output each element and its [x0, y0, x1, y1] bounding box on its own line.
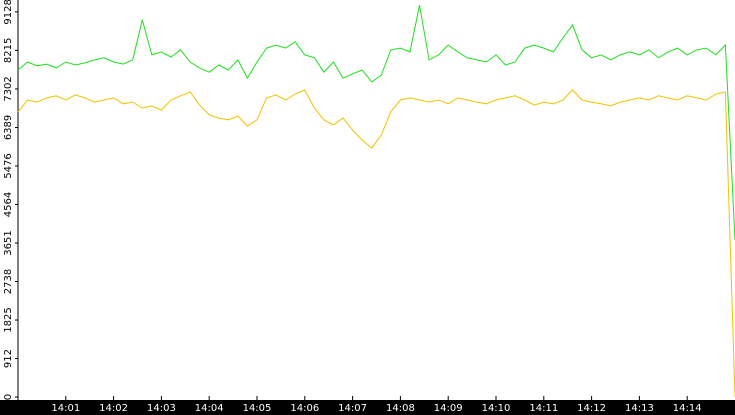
y-tick-label: 9128 — [3, 0, 14, 25]
y-tick-label: 912 — [3, 349, 14, 368]
series-line — [17, 89, 735, 398]
y-tick-label: 4564 — [3, 192, 14, 217]
series-line — [17, 5, 735, 241]
x-tick-label: 14:07 — [338, 403, 367, 414]
x-tick-label: 14:06 — [290, 403, 319, 414]
y-tick-label: 1825 — [3, 307, 14, 332]
y-tick-label: 6389 — [3, 115, 14, 140]
x-tick-label: 14:03 — [147, 403, 176, 414]
y-tick-label: 5476 — [3, 153, 14, 178]
x-tick-label: 14:13 — [625, 403, 654, 414]
x-tick-label: 14:11 — [529, 403, 558, 414]
y-tick-label: 8215 — [3, 38, 14, 63]
x-tick-label: 14:14 — [673, 403, 702, 414]
x-tick-label: 14:05 — [243, 403, 272, 414]
x-tick-label: 14:01 — [51, 403, 80, 414]
x-tick-label: 14:12 — [577, 403, 606, 414]
y-tick-label: 0 — [3, 394, 14, 400]
y-tick-label: 2738 — [3, 269, 14, 294]
y-tick-label: 3651 — [3, 230, 14, 255]
x-axis-band — [0, 400, 735, 415]
x-tick-label: 14:10 — [482, 403, 511, 414]
x-tick-label: 14:09 — [434, 403, 463, 414]
x-tick-label: 14:02 — [99, 403, 128, 414]
x-tick-label: 14:04 — [195, 403, 224, 414]
x-tick-label: 14:08 — [386, 403, 415, 414]
y-tick-label: 7302 — [3, 76, 14, 101]
